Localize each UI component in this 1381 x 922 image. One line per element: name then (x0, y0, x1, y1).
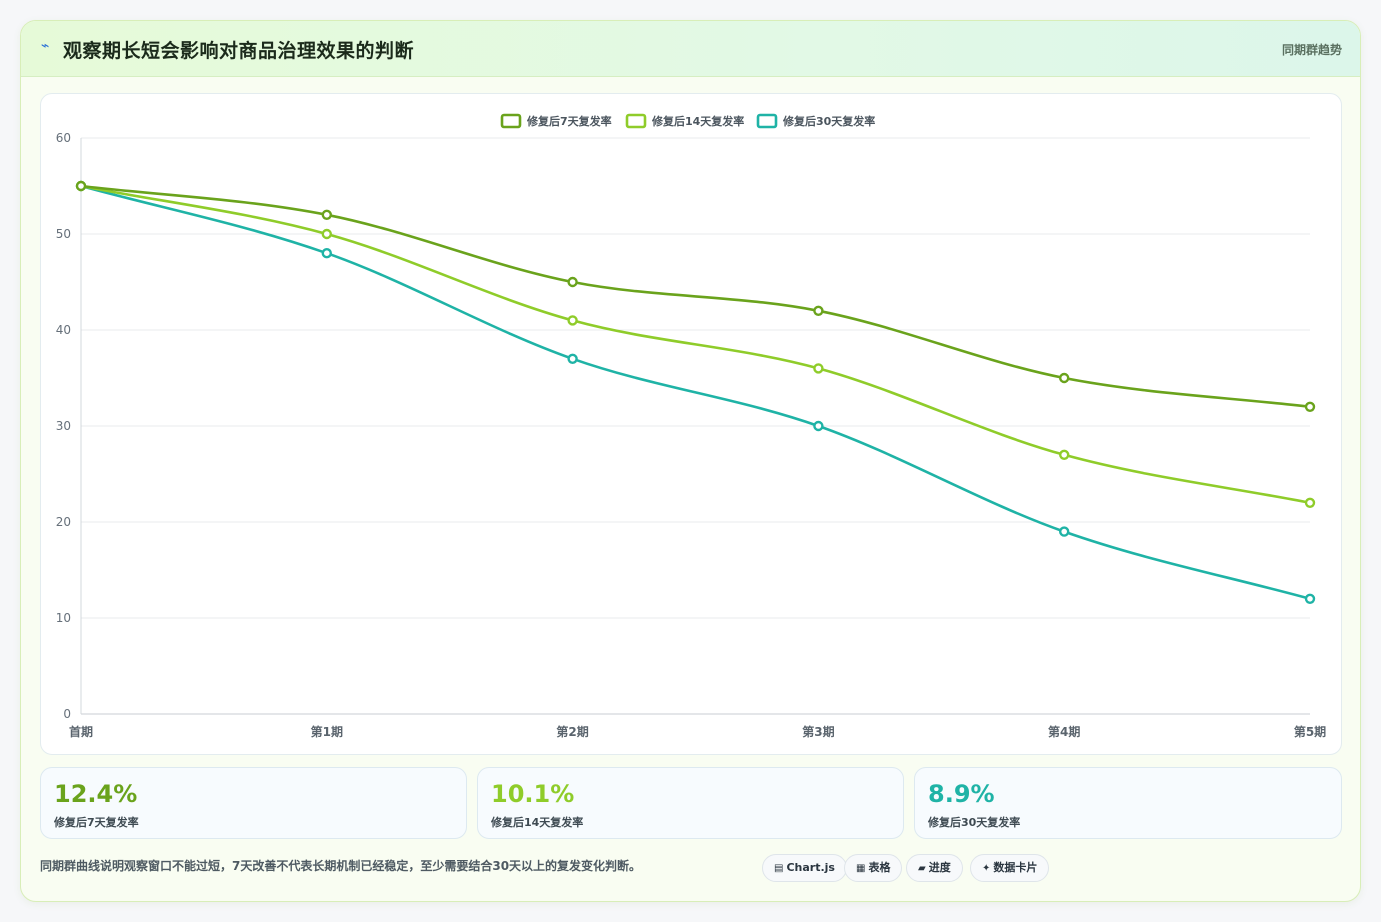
chart-panel: 0 10 20 30 40 50 60 首期 第1期 第2期 第3期 第4期 第5期 修复后7天复发率 修复… (40, 93, 1342, 755)
chip-label: 数据卡片 (993, 861, 1038, 874)
stat-card-14d: 10.1% 修复后14天复发率 (477, 767, 904, 839)
chip-label: Chart.js (786, 861, 835, 874)
data-point (813, 420, 824, 432)
card-header: ⌁ 观察期长短会影响对商品治理效果的判断 同期群趋势 (21, 21, 1360, 77)
data-point (567, 276, 578, 288)
x-tick-label: 第4期 (1048, 724, 1080, 739)
legend-label: 修复后30天复发率 (782, 114, 875, 128)
chip-data-card[interactable]: ✦ 数据卡片 (970, 854, 1050, 882)
trend-card: ⌁ 观察期长短会影响对商品治理效果的判断 同期群趋势 0 10 20 30 40 50 60… (20, 20, 1361, 902)
series-line (80, 184, 1311, 601)
stat-label: 修复后30天复发率 (928, 816, 1021, 829)
card-title: 观察期长短会影响对商品治理效果的判断 (63, 40, 415, 62)
data-point (567, 353, 578, 364)
x-tick-label: 第2期 (556, 724, 588, 739)
chip-progress[interactable]: ▰ 进度 (906, 854, 963, 882)
y-tick-label: 0 (63, 707, 71, 721)
y-tick-label: 40 (56, 323, 71, 337)
data-point (321, 209, 332, 221)
stat-label: 修复后14天复发率 (491, 816, 584, 829)
stat-value: 10.1% (491, 780, 575, 808)
line-chart: 0 10 20 30 40 50 60 首期 第1期 第2期 第3期 第4期 第5期 修复后7天复发率 修复… (56, 113, 1326, 739)
data-point (75, 180, 87, 192)
card-icon: ✦ (982, 863, 991, 874)
x-tick-label: 第5期 (1294, 724, 1326, 739)
legend-swatch (756, 113, 778, 129)
series-line (80, 184, 1311, 505)
data-point (1059, 372, 1070, 384)
series-line (80, 184, 1311, 409)
chip-table[interactable]: ▦ 表格 (844, 854, 903, 882)
table-icon: ▦ (856, 863, 866, 874)
data-point (1059, 526, 1070, 537)
chip-label: 进度 (928, 861, 951, 874)
y-tick-label: 20 (56, 515, 71, 529)
lightning-icon: ⌁ (41, 38, 50, 54)
data-point (813, 363, 824, 374)
legend-label: 修复后7天复发率 (526, 114, 612, 128)
legend-swatch (625, 113, 647, 129)
stat-card-7d: 12.4% 修复后7天复发率 (40, 767, 467, 839)
y-tick-label: 30 (56, 419, 71, 433)
data-point (1059, 449, 1070, 460)
data-point (1304, 593, 1316, 604)
data-point (567, 315, 578, 326)
stat-card-30d: 8.9% 修复后30天复发率 (914, 767, 1342, 839)
y-tick-label: 10 (56, 611, 71, 625)
data-point (1304, 401, 1316, 412)
stat-label: 修复后7天复发率 (54, 816, 139, 829)
stat-value: 12.4% (54, 780, 138, 808)
chip-label: 表格 (868, 861, 891, 874)
y-tick-label: 60 (56, 131, 71, 145)
data-point (813, 305, 824, 317)
chip-chartjs[interactable]: ▤ Chart.js (762, 854, 847, 882)
stat-value: 8.9% (928, 780, 995, 808)
legend-label: 修复后14天复发率 (651, 114, 744, 128)
footnote: 同期群曲线说明观察窗口不能过短，7天改善不代表长期机制已经稳定，至少需要结合30… (40, 859, 642, 873)
x-tick-label: 第3期 (802, 724, 834, 739)
header-tag: 同期群趋势 (1281, 43, 1342, 57)
legend-swatch (500, 113, 522, 129)
y-tick-label: 50 (56, 227, 71, 241)
x-tick-label: 首期 (69, 724, 93, 739)
data-point (1304, 497, 1316, 508)
progress-icon: ▰ (918, 863, 926, 874)
x-tick-label: 第1期 (311, 724, 343, 739)
data-point (321, 247, 332, 259)
data-point (321, 228, 332, 240)
chart-icon: ▤ (774, 863, 784, 874)
